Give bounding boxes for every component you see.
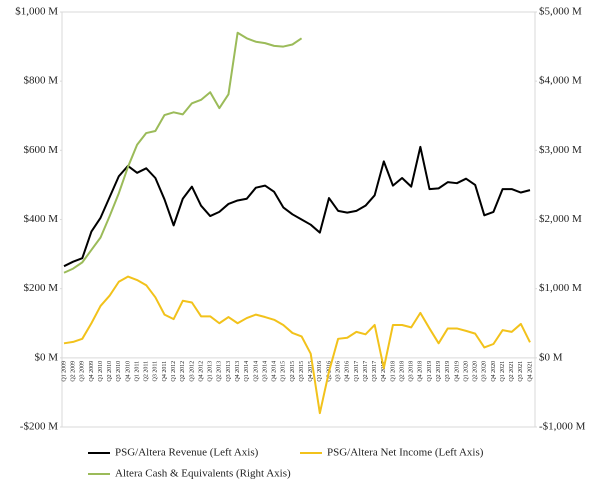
series-line (63, 31, 303, 274)
y-tick-label: $0 M (34, 351, 58, 363)
x-tick-label: Q1 2014 (244, 361, 250, 382)
y-tick-label: $1,000 M (15, 6, 58, 18)
y-tick-label: $800 M (23, 75, 58, 87)
y2-tick-label: $1,000 M (539, 282, 582, 294)
x-tick-label: Q3 2018 (409, 361, 415, 382)
x-tick-label: Q1 2017 (354, 361, 360, 382)
x-tick-label: Q2 2011 (144, 361, 150, 382)
y2-tick-label: $3,000 M (539, 144, 582, 156)
legend-label: Altera Cash & Equivalents (Right Axis) (115, 468, 291, 480)
x-tick-label: Q4 2016 (345, 361, 351, 382)
x-tick-label: Q2 2012 (180, 361, 186, 382)
x-tick-label: Q4 2011 (162, 361, 168, 382)
series-line (63, 275, 531, 415)
y-tick-label: $600 M (23, 144, 58, 156)
x-tick-label: Q3 2012 (189, 361, 195, 382)
legend-label: PSG/Altera Net Income (Left Axis) (327, 447, 484, 459)
y2-tick-label: $4,000 M (539, 75, 582, 87)
x-tick-label: Q1 2010 (98, 361, 104, 382)
x-tick-label: Q3 2009 (80, 361, 86, 382)
x-tick-label: Q3 2013 (226, 361, 232, 382)
series-line (63, 145, 531, 268)
x-tick-label: Q2 2009 (71, 361, 77, 382)
y-tick-label: $400 M (23, 213, 58, 225)
x-tick-label: Q4 2019 (454, 361, 460, 382)
x-tick-label: Q3 2010 (116, 361, 122, 382)
x-tick-label: Q2 2015 (290, 361, 296, 382)
x-tick-label: Q1 2012 (171, 361, 177, 382)
y2-tick-label: $0 M (539, 351, 563, 363)
x-tick-label: Q4 2020 (491, 361, 497, 382)
y-tick-label: $200 M (23, 282, 58, 294)
x-tick-label: Q3 2021 (518, 361, 524, 382)
x-tick-label: Q3 2011 (153, 361, 159, 382)
x-tick-label: Q4 2021 (527, 361, 533, 382)
x-tick-label: Q3 2017 (372, 361, 378, 382)
x-tick-label: Q1 2013 (208, 361, 214, 382)
x-tick-label: Q1 2011 (134, 361, 140, 382)
x-tick-label: Q2 2020 (473, 361, 479, 382)
x-tick-label: Q4 2017 (381, 361, 387, 382)
x-tick-label: Q4 2012 (198, 361, 204, 382)
x-tick-label: Q3 2016 (335, 361, 341, 382)
y2-tick-label: $5,000 M (539, 6, 582, 18)
x-tick-label: Q1 2018 (390, 361, 396, 382)
x-tick-label: Q4 2010 (125, 361, 131, 382)
x-tick-label: Q3 2020 (482, 361, 488, 382)
x-tick-label: Q2 2013 (217, 361, 223, 382)
x-tick-label: Q2 2021 (509, 361, 515, 382)
x-tick-label: Q4 2015 (308, 361, 314, 382)
x-tick-label: Q4 2009 (89, 361, 95, 382)
legend-label: PSG/Altera Revenue (Left Axis) (115, 447, 259, 459)
x-tick-label: Q2 2019 (436, 361, 442, 382)
x-tick-label: Q4 2013 (235, 361, 241, 382)
y2-tick-label: $2,000 M (539, 213, 582, 225)
x-tick-label: Q4 2014 (272, 361, 278, 382)
x-tick-label: Q3 2019 (445, 361, 451, 382)
y2-tick-label: -$1,000 M (539, 421, 586, 433)
x-tick-label: Q1 2021 (500, 361, 506, 382)
x-tick-label: Q4 2018 (418, 361, 424, 382)
x-tick-label: Q2 2014 (253, 361, 259, 382)
x-tick-label: Q1 2009 (61, 361, 67, 382)
y-tick-label: -$200 M (20, 421, 58, 433)
x-tick-label: Q1 2015 (281, 361, 287, 382)
x-tick-label: Q2 2018 (399, 361, 405, 382)
x-tick-label: Q2 2010 (107, 361, 113, 382)
x-tick-label: Q2 2017 (363, 361, 369, 382)
x-tick-label: Q3 2015 (299, 361, 305, 382)
x-tick-label: Q3 2014 (262, 361, 268, 382)
x-tick-label: Q1 2019 (427, 361, 433, 382)
x-tick-label: Q1 2020 (463, 361, 469, 382)
x-tick-label: Q1 2016 (317, 361, 323, 382)
